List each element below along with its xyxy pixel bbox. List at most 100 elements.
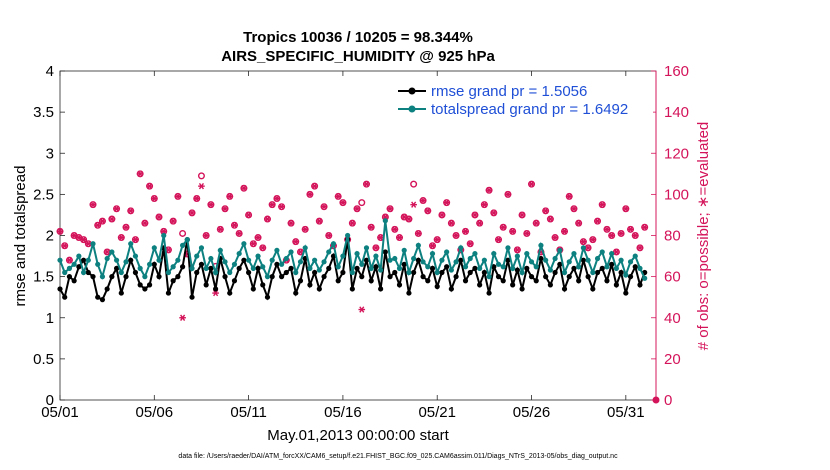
totalspread-point	[604, 264, 610, 270]
rmse-point	[585, 274, 591, 280]
rmse-point	[246, 269, 252, 276]
totalspread-point	[90, 241, 96, 247]
obs-evaluated-point	[349, 219, 356, 227]
totalspread-point	[637, 265, 643, 271]
rmse-point	[109, 274, 115, 280]
obs-evaluated-point	[396, 234, 403, 241]
rmse-point	[519, 286, 525, 292]
obs-possible-point	[197, 172, 205, 180]
y-left-tick-label: 2	[46, 228, 54, 245]
x-tick-label: 05/21	[418, 404, 456, 421]
obs-evaluated-point	[278, 203, 285, 210]
totalspread-point	[71, 261, 77, 267]
obs-evaluated-point	[400, 213, 408, 221]
obs-evaluated-point	[580, 238, 587, 245]
x-tick-label: 05/01	[41, 404, 79, 421]
rmse-point	[236, 265, 242, 271]
rmse-point	[500, 278, 506, 284]
obs-evaluated-point	[146, 182, 153, 190]
rmse-point	[335, 278, 341, 284]
totalspread-point	[231, 261, 238, 267]
totalspread-point	[283, 255, 289, 262]
totalspread-point	[444, 249, 450, 255]
obs-possible-point	[358, 199, 366, 207]
totalspread-point	[571, 250, 577, 257]
totalspread-point	[66, 265, 73, 271]
obs-evaluated-point	[226, 193, 234, 200]
rmse-point	[307, 282, 313, 288]
y-axis-right: 0 20 40 60 80 100 120 140 160	[651, 63, 689, 409]
rmse-point	[576, 278, 582, 284]
y-left-tick-label: 1	[46, 310, 54, 327]
totalspread-point	[203, 265, 209, 271]
obs-evaluated-point	[419, 197, 427, 204]
obs-evaluated-point	[316, 217, 323, 225]
totalspread-point	[495, 261, 502, 267]
totalspread-point	[128, 241, 134, 247]
rmse-point	[387, 274, 393, 280]
rmse-point	[637, 282, 643, 288]
totalspread-point	[354, 250, 360, 257]
y-right-tick-label: 140	[664, 104, 689, 121]
totalspread-point	[76, 253, 82, 259]
totalspread-point	[326, 249, 332, 255]
obs-evaluated-point	[99, 217, 106, 225]
obs-evaluated-point	[603, 226, 611, 233]
totalspread-point	[170, 264, 176, 270]
obs-evaluated-point	[561, 228, 568, 235]
obs-evaluated-point	[264, 215, 271, 223]
totalspread-point	[580, 245, 586, 251]
totalspread-point	[623, 272, 629, 278]
rmse-point	[594, 269, 601, 276]
obs-evaluated-point	[471, 211, 479, 219]
rmse-point	[283, 269, 289, 276]
rmse-point	[368, 278, 374, 284]
rmse-point	[288, 265, 294, 271]
rmse-point	[231, 278, 238, 284]
obs-evaluated-point	[363, 180, 370, 188]
obs-evaluated-point	[311, 182, 318, 190]
x-tick-label: 05/16	[324, 404, 362, 421]
obs-evaluated-point	[448, 219, 455, 227]
totalspread-point	[401, 247, 407, 253]
rmse-point	[250, 286, 256, 292]
obs-evaluated-point	[433, 236, 441, 243]
totalspread-point	[467, 255, 473, 262]
totalspread-point	[425, 264, 431, 270]
y-left-tick-label: 0.5	[33, 351, 54, 368]
totalspread-point	[321, 259, 327, 265]
totalspread-point	[189, 265, 195, 271]
y-left-tick-label: 1.5	[33, 269, 54, 286]
obs-evaluated-point	[254, 234, 262, 241]
rmse-point	[609, 261, 615, 267]
totalspread-point	[406, 269, 412, 276]
rmse-point	[293, 290, 299, 296]
totalspread-point	[448, 267, 454, 273]
obs-evaluated-point	[613, 248, 620, 256]
totalspread-point	[434, 269, 440, 276]
rmse-point	[165, 290, 172, 296]
totalspread-point	[378, 267, 384, 273]
y-right-tick-label: 100	[664, 186, 689, 203]
obs-evaluated-point	[429, 242, 436, 249]
obs-evaluated-point	[113, 205, 120, 212]
obs-evaluated-point	[306, 191, 314, 198]
totalspread-point	[264, 274, 271, 280]
totalspread-point	[609, 250, 615, 257]
obs-evaluated-point	[485, 187, 493, 194]
rmse-point	[604, 278, 610, 284]
obs-evaluated-point	[325, 232, 333, 239]
totalspread-point	[297, 259, 304, 265]
obs-evaluated-point	[476, 219, 483, 227]
rmse-point	[260, 282, 266, 288]
rmse-point	[95, 294, 101, 300]
rmse-point	[429, 265, 436, 271]
obs-evaluated-point	[160, 228, 168, 235]
rmse-point	[189, 294, 195, 300]
obs-evaluated-point	[391, 226, 399, 233]
rmse-point	[179, 264, 186, 270]
totalspread-point	[411, 255, 417, 262]
rmse-point	[312, 269, 318, 276]
rmse-point	[396, 282, 403, 288]
